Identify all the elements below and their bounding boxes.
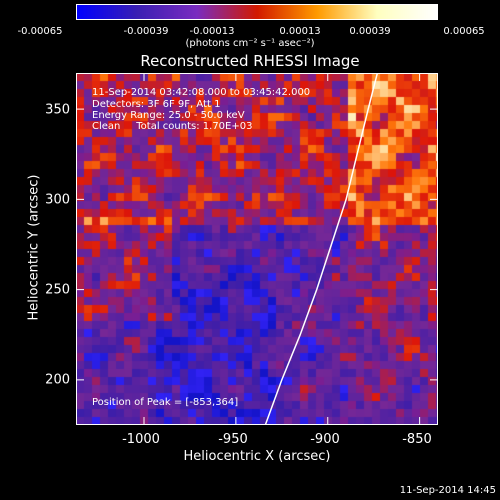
plot-overlay <box>76 73 438 425</box>
plot-frame <box>76 73 438 425</box>
annotation-energy-range: Energy Range: 25.0 - 50.0 keV <box>92 110 245 121</box>
y-tick-label: 250 <box>45 282 70 298</box>
x-tick-marks <box>143 73 421 425</box>
colorbar-tick: 0.00065 <box>443 26 485 37</box>
y-tick-label: 200 <box>45 372 70 388</box>
colorbar-tick: -0.00065 <box>17 26 63 37</box>
x-tick-label: -900 <box>310 432 340 447</box>
annotation-time-range: 11-Sep-2014 03:42:08.000 to 03:45:42.000 <box>92 87 311 98</box>
peak-position-label: Position of Peak = [-853,364] <box>92 397 239 408</box>
colorbar-tick: -0.00013 <box>189 26 235 37</box>
plot-area: 11-Sep-2014 03:42:08.000 to 03:45:42.000… <box>76 73 438 425</box>
y-tick-marks <box>76 108 438 381</box>
colorbar-tick: 0.00013 <box>279 26 321 37</box>
solar-limb-line <box>264 73 379 425</box>
plot-timestamp: 11-Sep-2014 14:45 <box>399 485 496 496</box>
y-axis-label: Heliocentric Y (arcsec) <box>26 174 42 321</box>
x-tick-label: -850 <box>402 432 432 447</box>
x-tick-label: -1000 <box>122 432 160 447</box>
colorbar <box>76 4 438 20</box>
colorbar-tick: 0.00039 <box>349 26 391 37</box>
x-tick-label: -950 <box>218 432 248 447</box>
colorbar-units: (photons cm⁻² s⁻¹ asec⁻²) <box>185 38 315 49</box>
heatmap-image <box>76 73 438 425</box>
annotation-clean-counts: Clean Total counts: 1.70E+03 <box>92 121 253 132</box>
colorbar-tick: -0.00039 <box>123 26 169 37</box>
y-tick-label: 350 <box>45 102 70 118</box>
y-tick-label: 300 <box>45 192 70 208</box>
chart-title: Reconstructed RHESSI Image <box>140 52 360 70</box>
annotation-detectors: Detectors: 3F 6F 9F, Att 1 <box>92 99 221 110</box>
x-axis-label: Heliocentric X (arcsec) <box>183 449 331 464</box>
